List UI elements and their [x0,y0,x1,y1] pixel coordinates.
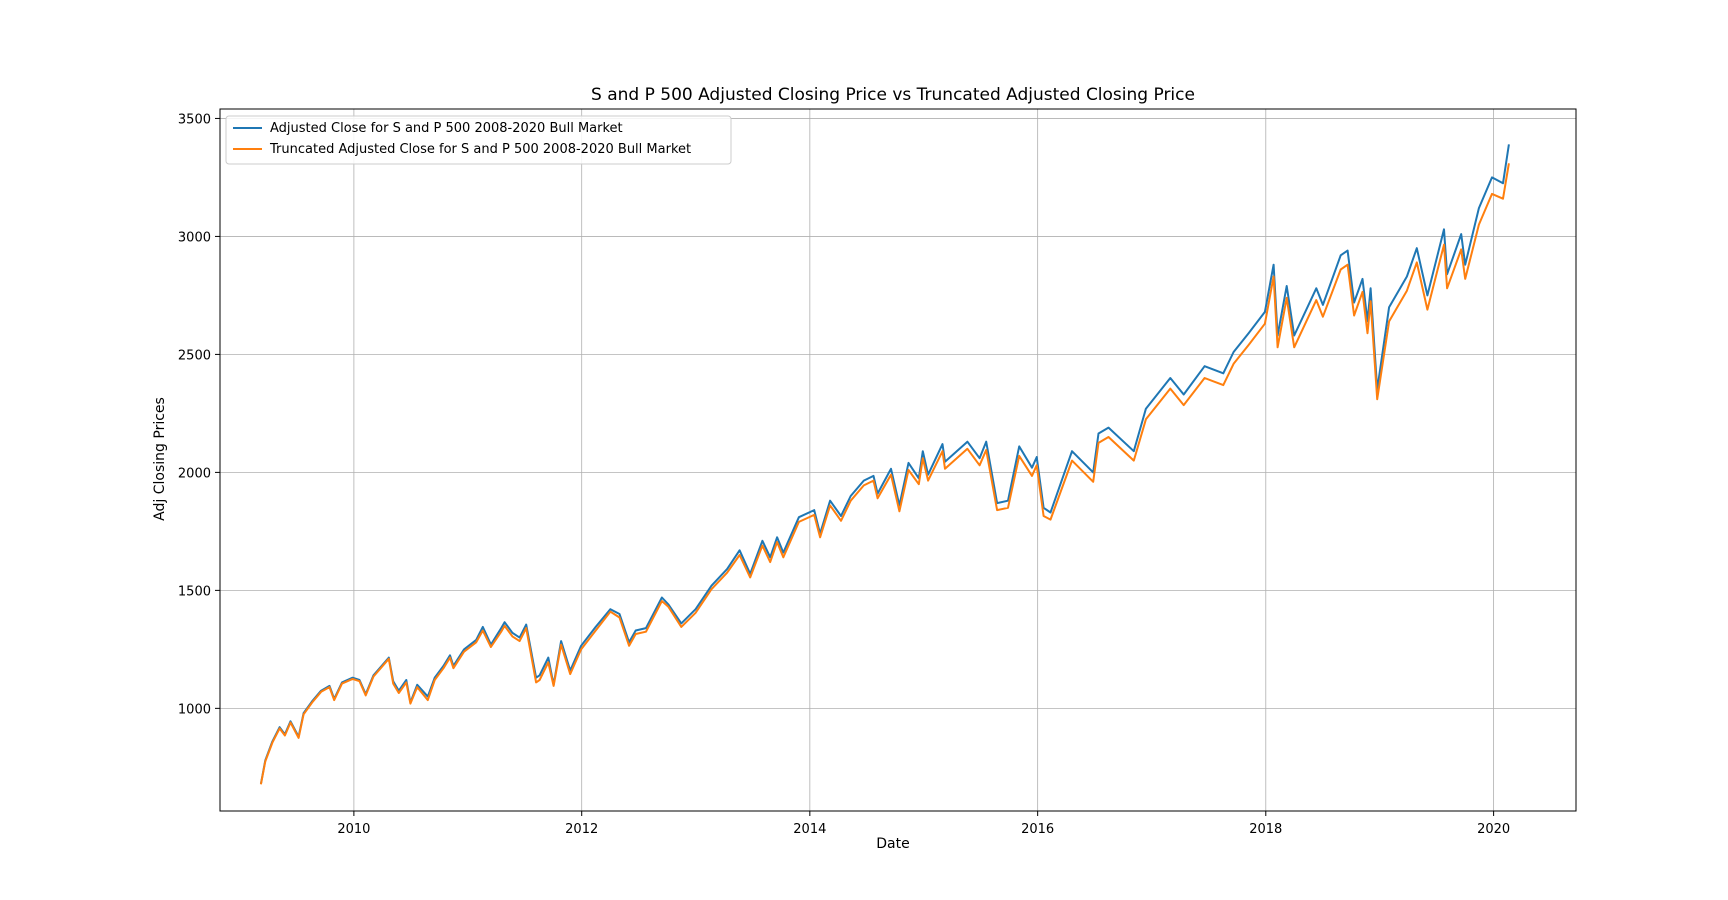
y-tick-label: 1500 [178,584,211,599]
x-tick-label: 2018 [1249,822,1282,837]
legend-label-adjusted: Adjusted Close for S and P 500 2008-2020… [270,121,623,136]
y-axis-ticks: 1000 1500 2000 2500 3000 3500 [178,112,220,717]
grid-lines [220,109,1576,811]
y-tick-label: 3500 [178,112,211,127]
x-tick-label: 2016 [1021,822,1054,837]
series-line-truncated [259,163,1510,785]
x-tick-label: 2010 [337,822,370,837]
x-tick-label: 2020 [1477,822,1510,837]
x-axis-label: Date [876,836,909,852]
series-layer [259,144,1510,785]
y-tick-label: 2500 [178,348,211,363]
legend: Adjusted Close for S and P 500 2008-2020… [225,115,732,165]
y-tick-label: 1000 [178,702,211,717]
legend-label-truncated: Truncated Adjusted Close for S and P 500… [269,142,691,157]
x-axis-ticks: 2010 2012 2014 2016 2018 2020 [337,811,1510,837]
chart-title: S and P 500 Adjusted Closing Price vs Tr… [591,85,1195,105]
x-tick-label: 2014 [793,822,826,837]
y-tick-label: 2000 [178,466,211,481]
plot-frame [219,108,1577,812]
y-tick-label: 3000 [178,230,211,245]
y-axis-label: Adj Closing Prices [152,397,168,521]
legend-box [225,115,732,165]
x-tick-label: 2012 [565,822,598,837]
